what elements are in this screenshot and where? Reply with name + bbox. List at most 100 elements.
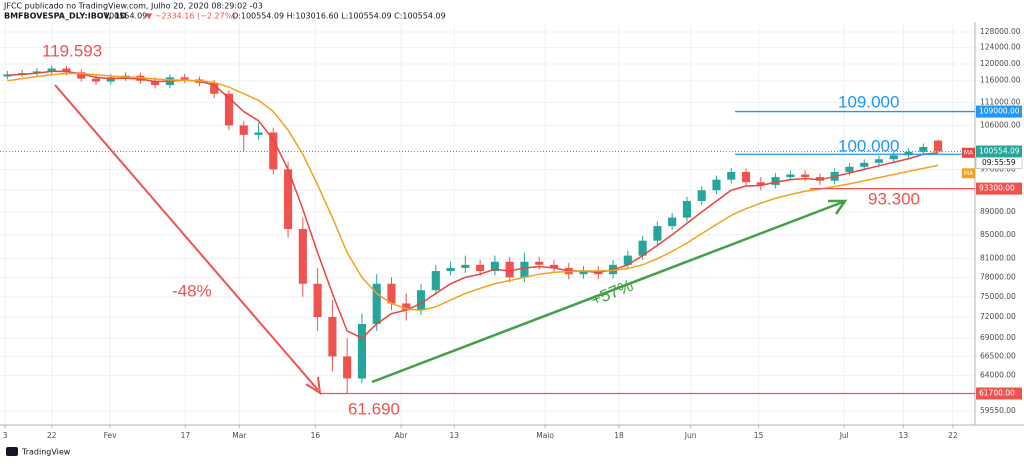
- ma-box: [962, 147, 975, 158]
- y-tick-label: 116000.00: [980, 76, 1021, 85]
- y-tick-label: 106000.00: [980, 120, 1021, 129]
- candle-body: [741, 171, 751, 183]
- candle-body: [889, 155, 898, 160]
- candle-body: [845, 166, 854, 172]
- candle-body: [210, 82, 219, 94]
- candle-body: [32, 71, 41, 74]
- ma-box: [962, 168, 975, 179]
- price: 100554.09: [104, 12, 147, 21]
- annotation: -48%: [172, 281, 212, 300]
- y-tick-label: 111000.00: [980, 98, 1021, 107]
- candle-body: [668, 217, 677, 227]
- candle-body: [461, 264, 470, 268]
- level-box: [976, 387, 1022, 400]
- y-tick-label: 81000.00: [980, 254, 1016, 263]
- candle-body: [549, 264, 559, 268]
- candle-body: [357, 323, 366, 379]
- x-tick-label: Mar: [232, 431, 247, 440]
- logo: [6, 447, 18, 456]
- x-tick-label: 18: [614, 431, 624, 440]
- candle-body: [682, 200, 691, 218]
- candle-body: [402, 303, 411, 311]
- moving-average: [7, 70, 939, 340]
- candle-body: [151, 80, 160, 86]
- annotation: 93.300: [868, 189, 920, 208]
- current-price-label: 100554.09: [979, 147, 1020, 156]
- x-tick-label: Abr: [395, 431, 409, 440]
- candle-body: [372, 283, 381, 324]
- candle-body: [224, 93, 234, 126]
- up-arrow: [371, 200, 844, 384]
- ohlc: O:100554.09 H:103016.60 L:100554.09 C:10…: [232, 12, 446, 21]
- candle-body: [328, 317, 337, 357]
- annotation: 100.000: [838, 136, 899, 155]
- y-tick-label: 128000.00: [980, 27, 1021, 36]
- y-tick-label: 75000.00: [980, 292, 1016, 301]
- candle-body: [874, 159, 884, 163]
- level-label: 93300.00: [979, 184, 1015, 193]
- level-box: [976, 182, 1022, 195]
- candle-body: [727, 171, 736, 180]
- x-tick-label: 22: [47, 431, 57, 440]
- candle-body: [934, 140, 943, 152]
- plot-area: [0, 22, 975, 425]
- candle-body: [712, 179, 721, 191]
- candle-body: [579, 271, 588, 275]
- candle-body: [239, 125, 248, 135]
- footer: TradingView: [21, 448, 71, 457]
- y-tick-label: 69000.00: [980, 333, 1016, 342]
- candle-body: [771, 177, 780, 185]
- candle-body: [520, 261, 529, 278]
- candle-body: [623, 255, 632, 265]
- annotation: 109.000: [838, 92, 899, 111]
- publisher: JFCC publicado no TradingView.com, Julho…: [3, 2, 263, 11]
- y-tick-label: 78000.00: [980, 272, 1016, 281]
- annotation: 61.690: [348, 399, 400, 418]
- candle-body: [815, 177, 824, 181]
- candle-body: [416, 290, 426, 311]
- candle-body: [860, 162, 869, 167]
- candle-body: [535, 261, 544, 265]
- candle-body: [91, 78, 101, 82]
- time-label: 09:55:59: [982, 158, 1016, 167]
- candle-body: [919, 146, 928, 152]
- y-tick-label: 64000.00: [980, 370, 1016, 379]
- symbol: BMFBOVESPA_DLY:IBOV, 1D: [4, 12, 127, 21]
- level-box: [976, 105, 1022, 118]
- candle-body: [904, 151, 913, 156]
- level-label: 109000.00: [979, 107, 1020, 116]
- x-tick-label: 22: [948, 431, 958, 440]
- x-tick-label: Jul: [839, 431, 849, 440]
- candle-body: [387, 283, 396, 304]
- candle-body: [697, 190, 706, 201]
- x-tick-label: 17: [181, 431, 191, 440]
- candle-body: [284, 169, 293, 229]
- x-tick-label: Fev: [104, 431, 118, 440]
- x-tick-label: Maio: [536, 431, 554, 440]
- y-tick-label: 124000.00: [980, 43, 1021, 52]
- candle-body: [3, 74, 12, 77]
- x-tick-label: 15: [754, 431, 764, 440]
- x-tick-label: 16: [311, 431, 321, 440]
- candle-body: [269, 132, 278, 170]
- candle-body: [47, 68, 56, 72]
- change: ▼ −2334.16 (−2.27%): [146, 12, 235, 21]
- candle-body: [446, 267, 455, 272]
- candle-body: [638, 240, 647, 256]
- candle-body: [343, 356, 352, 379]
- candle-body: [786, 174, 795, 178]
- y-tick-label: 72000.00: [980, 312, 1016, 321]
- time-box: [975, 157, 1023, 170]
- candle-body: [653, 226, 662, 241]
- up-arrow-head: [828, 199, 848, 215]
- down-arrow: [54, 84, 319, 391]
- ma-label: MA: [964, 149, 974, 156]
- y-tick-label: 89000.00: [980, 207, 1016, 216]
- level-label: 61700.00: [979, 389, 1015, 398]
- x-tick-label: 3: [3, 431, 8, 440]
- y-tick-label: 120000.00: [980, 59, 1021, 68]
- candle-body: [254, 132, 263, 135]
- candle-body: [490, 261, 499, 272]
